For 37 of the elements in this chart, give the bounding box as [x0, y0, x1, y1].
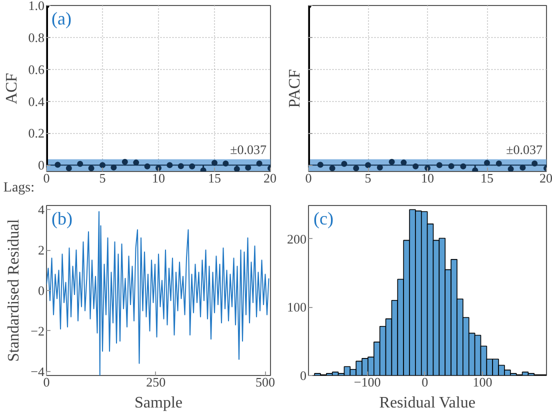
annotation: (a): [52, 8, 72, 28]
x-tick-label: 10: [152, 170, 165, 186]
y-tick-label: 2: [38, 242, 44, 258]
x-tick-label: 5: [99, 170, 106, 186]
y-tick-label: −4: [30, 364, 45, 379]
x-tick-label: 500: [256, 374, 275, 390]
x-axis-title: Lags:: [3, 180, 35, 196]
x-tick-label: 250: [146, 374, 166, 390]
x-tick-label: 20: [540, 170, 552, 186]
x-axis-title: Sample: [134, 394, 183, 412]
y-tick-label: 4: [38, 202, 45, 218]
y-tick-label: 100: [287, 300, 306, 315]
y-tick-label: −2: [30, 323, 45, 338]
x-axis-title: Residual Value: [379, 394, 476, 412]
y-tick-label: 0.4: [28, 94, 45, 109]
x-tick-label: 20: [264, 170, 276, 186]
x-tick-label: 10: [421, 170, 434, 186]
y-tick-label: 0: [38, 283, 44, 298]
x-tick-label: 0: [422, 374, 428, 390]
x-tick-label: 15: [480, 170, 494, 186]
y-axis-title: PACF: [286, 69, 304, 108]
y-tick-label: 0.8: [28, 30, 44, 45]
x-tick-label: 100: [472, 374, 492, 390]
y-tick-label: 0: [38, 158, 44, 173]
x-tick-label: −100: [354, 374, 381, 390]
y-tick-label: 0.2: [28, 126, 44, 141]
x-tick-label: 15: [208, 170, 221, 186]
annotation: (b): [52, 208, 72, 228]
x-tick-label: 5: [364, 170, 372, 186]
annotation: (c): [314, 208, 334, 228]
band-label: ±0.037: [506, 142, 543, 158]
y-axis-title: ACF: [3, 72, 20, 104]
band-label: ±0.037: [230, 142, 267, 158]
y-axis-title: Standardised Residual: [6, 218, 23, 362]
y-tick-label: 0.6: [28, 62, 45, 77]
y-tick-label: 1.0: [28, 0, 44, 13]
y-tick-label: 200: [287, 231, 306, 246]
